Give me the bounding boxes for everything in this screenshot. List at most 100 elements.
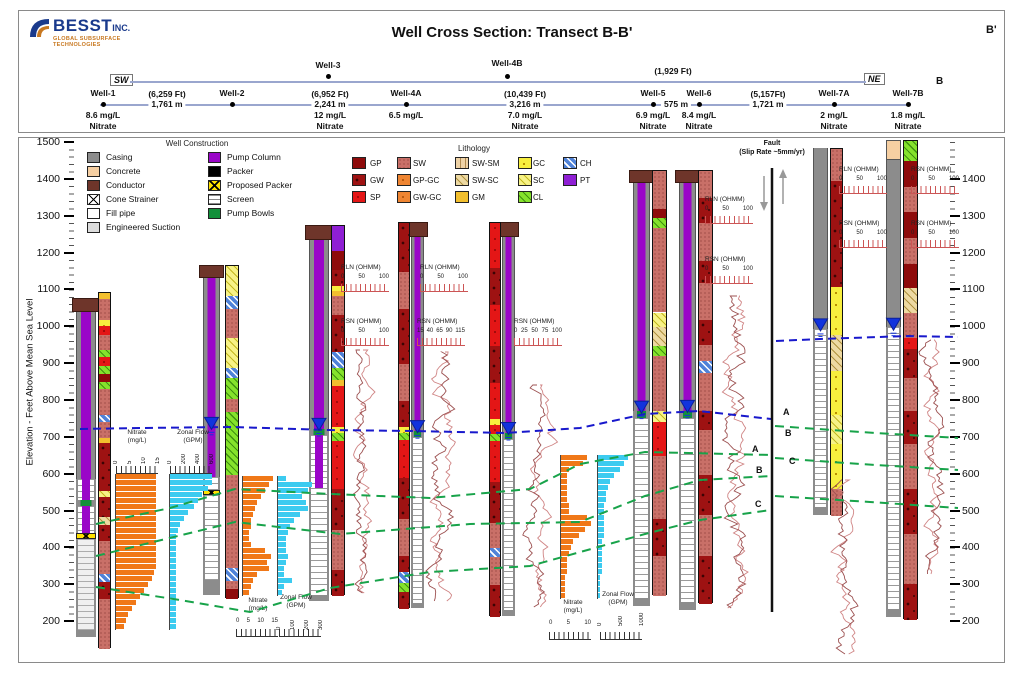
axis-tick-left (64, 251, 74, 254)
well-7b-lith-CL (904, 141, 917, 161)
log-ruler (420, 284, 468, 292)
axis-tick-left (64, 325, 74, 328)
well-5-construction-cond (629, 170, 654, 184)
ne-direction-box: NE (864, 73, 885, 85)
well-6-lith-SW (699, 171, 712, 199)
nitrate-well2-bar (243, 530, 249, 535)
well-4a-lith-CL (399, 582, 409, 592)
log-scale: 0 50 100 (839, 176, 887, 182)
zonalflow-well2-bar (278, 572, 284, 577)
bar-group-title: Nitrate (248, 597, 268, 604)
well-4b-lithology-column (489, 221, 501, 617)
fault-label: Fault (763, 140, 781, 147)
well-2-lith-SW (226, 308, 238, 339)
bar-scale-value: 600 (209, 453, 215, 464)
log-scale-value: 75 (541, 328, 549, 334)
legend-swatch-pat-concrete (87, 166, 100, 177)
well-7a-lith-SWSC (831, 334, 842, 372)
log-scale: 0 50 100 (911, 230, 959, 236)
transect-upper-label: (1,929 Ft) (654, 66, 692, 76)
bar-scale-value: 500 (618, 615, 624, 626)
well-3-construction-scr (309, 488, 329, 595)
nitrate-well2-bar (243, 536, 249, 541)
distance-meters-label: 3,216 m (506, 99, 544, 109)
legend-label: Pump Column (227, 152, 281, 162)
bar-scale-value: 400 (195, 453, 201, 464)
log-scale: 0 50 100 (705, 206, 753, 212)
nitrate-well5-bar (561, 557, 567, 562)
besst-logo-icon (28, 16, 50, 43)
legend-swatch-pat-conductor (87, 180, 100, 191)
zonalflow-well2-bar (278, 506, 308, 511)
well-1-construction-scrP (76, 479, 96, 501)
logo-tagline-1: GLOBAL SUBSURFACE (53, 36, 121, 42)
log-scale-value: 100 (457, 274, 468, 280)
log-ruler (514, 338, 562, 346)
axis-minor-ticks-left (69, 142, 74, 622)
axis-tick-right (950, 435, 960, 438)
zonalflow-well5-bar (598, 479, 610, 484)
axis-tick-label-left: 1400 (36, 172, 60, 185)
legend-construction-title: Well Construction (165, 139, 229, 148)
nitrate-well5-bar (561, 539, 573, 544)
nitrate-well2-bar (243, 590, 249, 595)
nitrate-well5-bar (561, 461, 583, 466)
axis-tick-label-right: 700 (962, 430, 980, 443)
log-ruler (839, 240, 887, 248)
corner-label-b: B (936, 76, 944, 87)
transect-well-label: Well-4A (390, 88, 422, 98)
well-7b-construction-scr (886, 327, 901, 610)
zonalflow-well5-bar (598, 455, 628, 460)
well-annotation: Nitrate (820, 121, 848, 131)
legend-label: SP (370, 193, 381, 202)
bar-scale-value: 0 (597, 622, 603, 626)
well-7a-lith-GC (831, 371, 842, 415)
transect-well-dot (326, 74, 331, 79)
legend-swatch-GW-GC (397, 191, 411, 203)
well-annotation: 8.6 mg/L (85, 110, 121, 120)
nitrate-well1-bar (116, 582, 148, 587)
distance-feet-label: (5,157Ft) (750, 89, 786, 99)
nitrate-well2-bar (243, 524, 251, 529)
bar-ruler (549, 632, 591, 640)
well-2-construction-cap (203, 580, 220, 595)
axis-tick-label-left: 1300 (36, 209, 60, 222)
nitrate-well2-bar (243, 476, 273, 481)
log-ruler (341, 284, 389, 292)
zonalflow-well1-bar (170, 576, 176, 581)
log-scale: 15 40 65 90 115 (417, 328, 465, 334)
zonalflow-well2-bar (278, 476, 286, 481)
well-6-lith-CH (699, 361, 712, 373)
legend-label: Screen (227, 194, 254, 204)
axis-tick-left (64, 509, 74, 512)
well-7a-lith-GW (831, 181, 842, 287)
log-title: RLN (OHMM) (839, 166, 879, 173)
legend-label: SC (533, 176, 545, 185)
logo-name: BESST (53, 16, 113, 35)
axis-tick-left (64, 620, 74, 623)
well-4b-lith-SP (490, 222, 500, 269)
transect-upper-label: Well-3 (315, 60, 341, 70)
bar-scale-value: 15 (271, 618, 278, 624)
corner-label-b-prime: B' (986, 24, 997, 36)
log-scale-value: 50 (928, 230, 935, 236)
well-4b-construction-cond (498, 221, 519, 237)
nitrate-well1-bar (116, 528, 156, 533)
legend-label: GM (472, 193, 485, 202)
zonalflow-well5-bar (598, 575, 600, 580)
well-1-lith-CH (99, 574, 110, 583)
log-ruler (705, 276, 753, 284)
well-7a-lith-SC (831, 414, 842, 445)
zonalflow-well1-bar (170, 588, 176, 593)
well-6-lith-SW (699, 223, 712, 261)
nitrate-well1-bar (116, 474, 156, 479)
legend-swatch-GW (352, 174, 366, 186)
log-scale-value: 50 (856, 230, 863, 236)
well-6-lith-GW (699, 555, 712, 604)
log-scale-value: 100 (876, 176, 887, 182)
nitrate-well1-bar (116, 606, 132, 611)
axis-tick-left (64, 583, 74, 586)
log-scale-value: 100 (742, 266, 753, 272)
well-6-construction-bowl (679, 411, 696, 418)
zonalflow-well5-bar (598, 503, 604, 508)
